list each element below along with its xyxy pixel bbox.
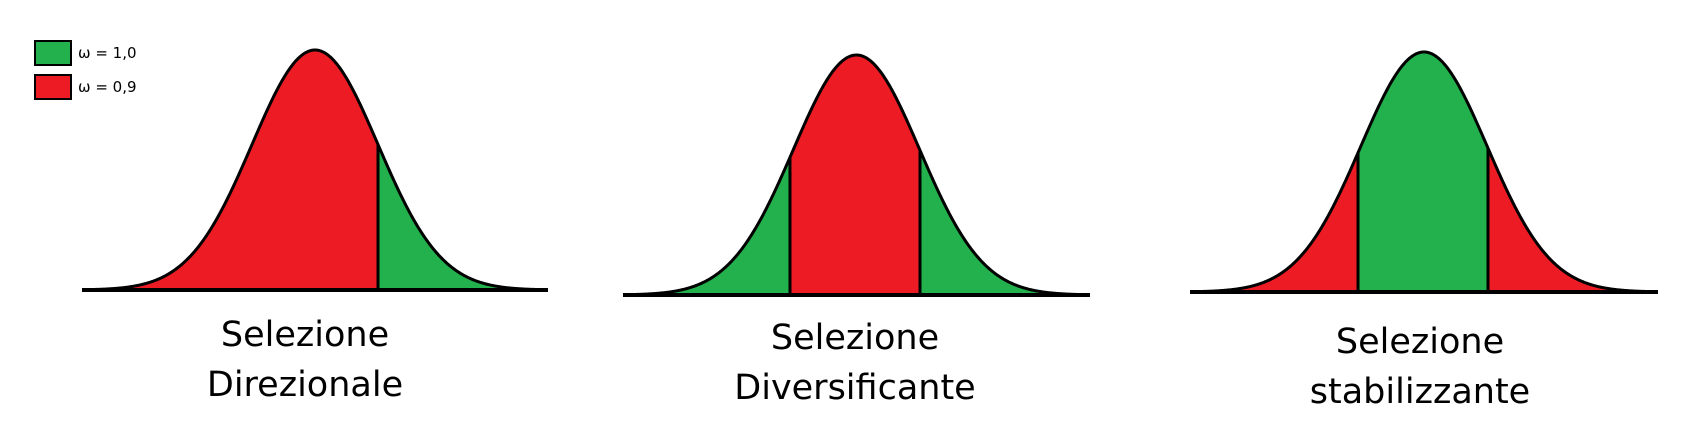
curve-segment-red — [1190, 152, 1358, 292]
caption-disruptive: Selezione Diversificante — [635, 313, 1075, 413]
legend-item-fitness-09: ω = 0,9 — [34, 70, 137, 104]
caption-line-1: Selezione — [220, 315, 390, 355]
caption-line-1: Selezione — [770, 318, 940, 358]
curve-segment-green — [623, 157, 790, 295]
curve-segment-red — [790, 55, 920, 296]
legend-label: ω = 0,9 — [78, 78, 137, 96]
legend-swatch-red — [34, 74, 72, 100]
curve-segment-red — [1488, 148, 1658, 292]
curve-outline — [81, 48, 549, 292]
curve-segment-green — [1358, 52, 1488, 292]
curve-outline — [1189, 50, 1659, 294]
bell-curve-panel-1 — [81, 48, 549, 292]
bell-curve-panel-3 — [1189, 50, 1659, 294]
caption-line-2: Diversificante — [734, 368, 976, 408]
caption-line-2: stabilizzante — [1309, 372, 1531, 412]
caption-directional: Selezione Direzionale — [85, 310, 525, 410]
bell-curve-panel-2 — [622, 53, 1091, 297]
legend: ω = 1,0 ω = 0,9 — [34, 36, 137, 104]
caption-line-1: Selezione — [1335, 322, 1505, 362]
legend-item-fitness-1: ω = 1,0 — [34, 36, 137, 70]
legend-swatch-green — [34, 40, 72, 66]
curve-segment-red — [82, 50, 378, 290]
caption-stabilizing: Selezione stabilizzante — [1200, 317, 1640, 417]
caption-line-2: Direzionale — [206, 365, 404, 405]
curve-segment-green — [378, 144, 548, 290]
legend-label: ω = 1,0 — [78, 44, 137, 62]
curve-segment-green — [920, 150, 1090, 295]
curve-outline — [622, 53, 1091, 297]
